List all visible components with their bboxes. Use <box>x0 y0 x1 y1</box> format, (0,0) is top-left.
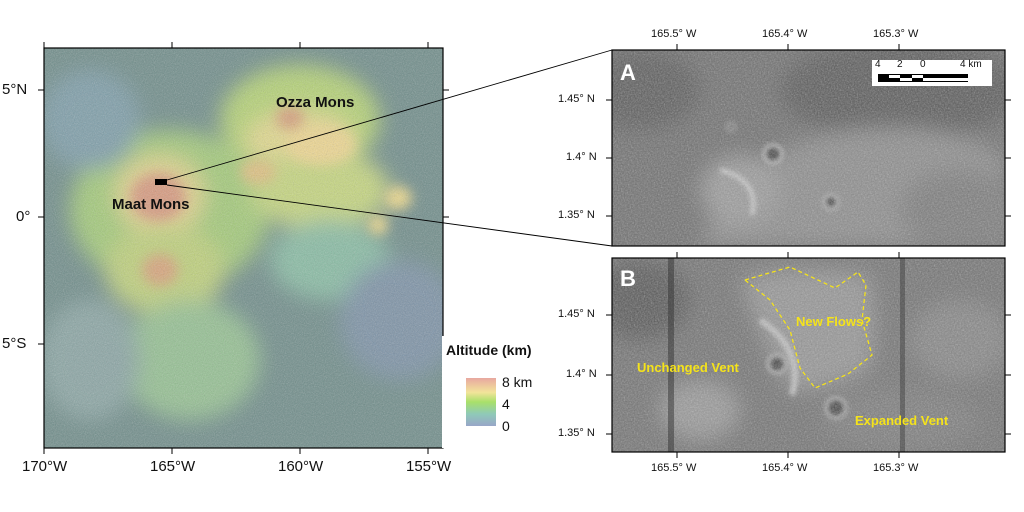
panel-b-y-tick-1: 1.45° N <box>558 308 595 320</box>
main-x-tick-160w: 160°W <box>278 458 324 475</box>
maat-mons-label: Maat Mons <box>112 196 190 213</box>
zoom-connector-lines <box>166 49 613 247</box>
panel-a-y-tick-2: 1.4° N <box>566 151 597 163</box>
main-y-tick-0: 0° <box>16 208 31 225</box>
panel-a-image <box>612 50 1005 246</box>
scale-bar-tick-0: 0 <box>920 59 926 70</box>
main-x-tick-170w: 170°W <box>22 458 68 475</box>
legend-title: Altitude (km) <box>446 342 532 358</box>
main-y-tick-5n: 5°N <box>2 81 28 98</box>
unchanged-vent-label: Unchanged Vent <box>637 360 739 375</box>
panel-b-y-tick-3: 1.35° N <box>558 427 595 439</box>
panel-b-x-tick-1: 165.5° W <box>651 462 697 474</box>
study-area-marker <box>155 179 167 185</box>
legend-level-4: 4 <box>502 396 510 412</box>
panel-b-letter: B <box>620 266 636 291</box>
panel-a-y-tick-3: 1.35° N <box>558 209 595 221</box>
scale-bar-tick-2: 2 <box>897 59 903 70</box>
main-y-tick-5s: 5°S <box>2 335 27 352</box>
panel-b-frame <box>611 257 1006 453</box>
main-map-frame <box>43 47 444 449</box>
new-flows-outline <box>743 266 873 389</box>
panel-a-x-tick-3: 165.3° W <box>873 28 919 40</box>
main-map <box>44 48 443 448</box>
panel-a-y-tick-1: 1.45° N <box>558 93 595 105</box>
expanded-vent-label: Expanded Vent <box>855 413 949 428</box>
legend-color-bar <box>466 378 496 426</box>
panel-a-x-tick-1: 165.5° W <box>651 28 697 40</box>
panel-b-x-tick-3: 165.3° W <box>873 462 919 474</box>
panel-b-x-tick-2: 165.4° W <box>762 462 808 474</box>
panel-ticks <box>606 44 1011 458</box>
panel-a-frame <box>611 49 1006 247</box>
main-x-tick-165w: 165°W <box>150 458 196 475</box>
panel-a-x-tick-2: 165.4° W <box>762 28 808 40</box>
legend-level-0: 0 <box>502 418 510 434</box>
scale-bar <box>872 60 992 86</box>
new-flows-label: New Flows? <box>796 314 872 329</box>
main-x-tick-155w: 155°W <box>406 458 452 475</box>
scale-bar-tick-4-left: 4 <box>875 59 881 70</box>
legend-level-8: 8 km <box>502 374 533 390</box>
ozza-mons-label: Ozza Mons <box>276 94 355 111</box>
panel-b-image <box>612 258 1005 452</box>
panel-a-letter: A <box>620 60 636 85</box>
panel-b-y-tick-2: 1.4° N <box>566 368 597 380</box>
scale-bar-tick-4km: 4 km <box>960 59 982 70</box>
